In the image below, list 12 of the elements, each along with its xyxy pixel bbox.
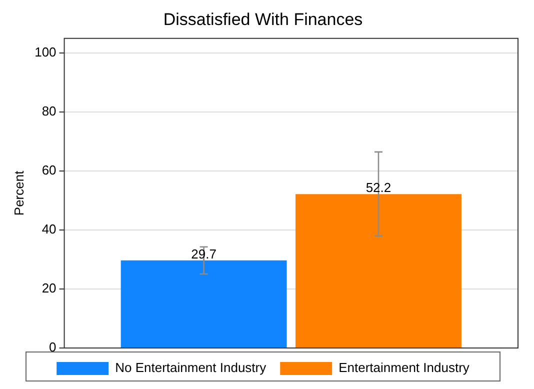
y-axis-title: Percent: [11, 170, 26, 216]
y-tick-label: 60: [42, 162, 56, 178]
legend-label: Entertainment Industry: [338, 360, 470, 376]
y-tick-label: 0: [49, 340, 56, 355]
legend-label: No Entertainment Industry: [115, 360, 267, 376]
chart-title: Dissatisfied With Finances: [163, 10, 363, 29]
y-tick-label: 100: [34, 44, 56, 60]
data-label: 52.2: [366, 180, 392, 196]
y-tick-label: 80: [42, 104, 56, 119]
y-tick-label: 40: [42, 222, 56, 237]
y-tick-label: 20: [42, 280, 56, 296]
data-label: 29.7: [191, 246, 216, 262]
